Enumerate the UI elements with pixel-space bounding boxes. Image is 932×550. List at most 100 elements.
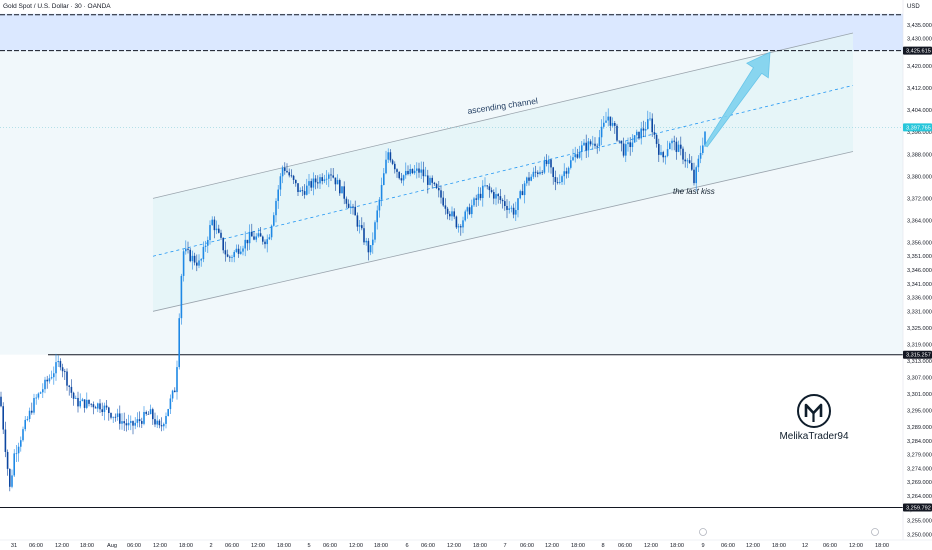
- candle-body: [548, 159, 550, 164]
- y-tick-label: 3,284.000: [907, 439, 932, 445]
- candle: [253, 231, 255, 241]
- candle-body: [570, 160, 572, 168]
- candle-body: [178, 318, 180, 368]
- globe-icon: [871, 528, 879, 536]
- candle: [413, 165, 416, 175]
- candle: [136, 412, 139, 428]
- x-tick-label: 18:00: [277, 543, 291, 549]
- candle: [99, 399, 101, 413]
- candle: [508, 201, 510, 214]
- candle: [185, 240, 187, 255]
- candle-body: [275, 200, 277, 216]
- x-tick-label: 6: [405, 543, 408, 549]
- candle: [33, 393, 35, 415]
- candle-body: [409, 168, 411, 175]
- candle: [554, 170, 557, 191]
- candle-body: [31, 410, 33, 413]
- candle: [215, 220, 218, 235]
- candle: [156, 415, 158, 428]
- candle: [453, 208, 455, 220]
- channel-line-upper: [152, 32, 854, 199]
- channel-fill: [153, 33, 853, 312]
- x-tick-label: 18:00: [179, 543, 193, 549]
- y-tick-label: 3,301.000: [907, 392, 932, 398]
- candle: [178, 313, 180, 370]
- candle-body: [187, 248, 189, 250]
- candle: [605, 111, 607, 123]
- candle-body: [506, 205, 508, 210]
- candle-body: [347, 203, 350, 208]
- candle: [220, 229, 222, 240]
- candle-body: [541, 171, 543, 173]
- candle: [420, 161, 422, 180]
- candle-body: [138, 419, 141, 422]
- time-axis[interactable]: 31 06:00 12:00 18:00 Aug 06:00 12:00 18:00 2 06:0…: [0, 528, 932, 550]
- candle-body: [145, 411, 147, 414]
- candle-body: [523, 183, 526, 196]
- candle-body: [479, 193, 482, 199]
- candle-body: [400, 178, 403, 181]
- candle-body: [57, 361, 59, 363]
- candle-body: [561, 176, 563, 183]
- candle: [416, 162, 418, 179]
- candle: [83, 399, 86, 413]
- candle-body: [68, 385, 70, 387]
- candle: [143, 406, 145, 426]
- candle-body: [110, 413, 112, 418]
- candle-body: [515, 210, 517, 215]
- candle: [556, 177, 559, 185]
- candle-body: [330, 174, 332, 176]
- candle: [281, 165, 284, 184]
- candle: [380, 177, 383, 207]
- candle-body: [141, 421, 143, 424]
- x-tick-label: Aug: [107, 543, 117, 549]
- candle: [6, 449, 9, 476]
- candle: [365, 237, 367, 246]
- x-tick-label: 2: [209, 543, 212, 549]
- candle: [81, 397, 84, 402]
- resistance-zone: [0, 13, 903, 51]
- candle-body: [308, 181, 310, 186]
- candle: [488, 183, 491, 198]
- candle-body: [86, 399, 88, 408]
- candle: [506, 199, 508, 219]
- projection-arrow: [704, 51, 771, 148]
- candle-body: [673, 140, 675, 142]
- candle: [523, 180, 526, 204]
- candle: [64, 368, 66, 380]
- candle: [198, 254, 200, 269]
- candle: [372, 232, 374, 254]
- y-tick-label: 3,412.000: [907, 86, 932, 92]
- candle: [314, 175, 317, 190]
- candle-body: [306, 185, 308, 195]
- candle: [548, 155, 550, 173]
- candle-body: [596, 145, 598, 147]
- candle-body: [169, 398, 172, 410]
- candle: [88, 399, 90, 407]
- candle-body: [420, 169, 422, 173]
- candle: [611, 117, 614, 128]
- candle: [213, 216, 216, 239]
- candle-body: [354, 206, 356, 216]
- candle-body: [46, 379, 48, 382]
- candle-body: [387, 152, 389, 160]
- candle-body: [499, 196, 502, 201]
- candle-body: [42, 389, 44, 393]
- candle-body: [407, 170, 409, 175]
- candle-body: [332, 175, 334, 178]
- price-axis[interactable]: 3,435.000 3,430.000 3,420.000 3,412.000 3,40…: [902, 0, 932, 550]
- candle-body: [666, 149, 669, 156]
- candle-body: [383, 173, 385, 186]
- candle-body: [453, 211, 455, 217]
- watermark-text: MelikaTrader94: [779, 431, 849, 442]
- candle: [482, 180, 484, 207]
- y-tick-label: 3,396.000: [907, 130, 932, 136]
- candle-body: [376, 210, 378, 223]
- channel-line-lower: [152, 151, 854, 312]
- candle-body: [466, 207, 469, 212]
- candle-body: [231, 257, 233, 258]
- candle: [567, 166, 570, 178]
- candle-body: [699, 152, 702, 159]
- candle-body: [402, 175, 405, 181]
